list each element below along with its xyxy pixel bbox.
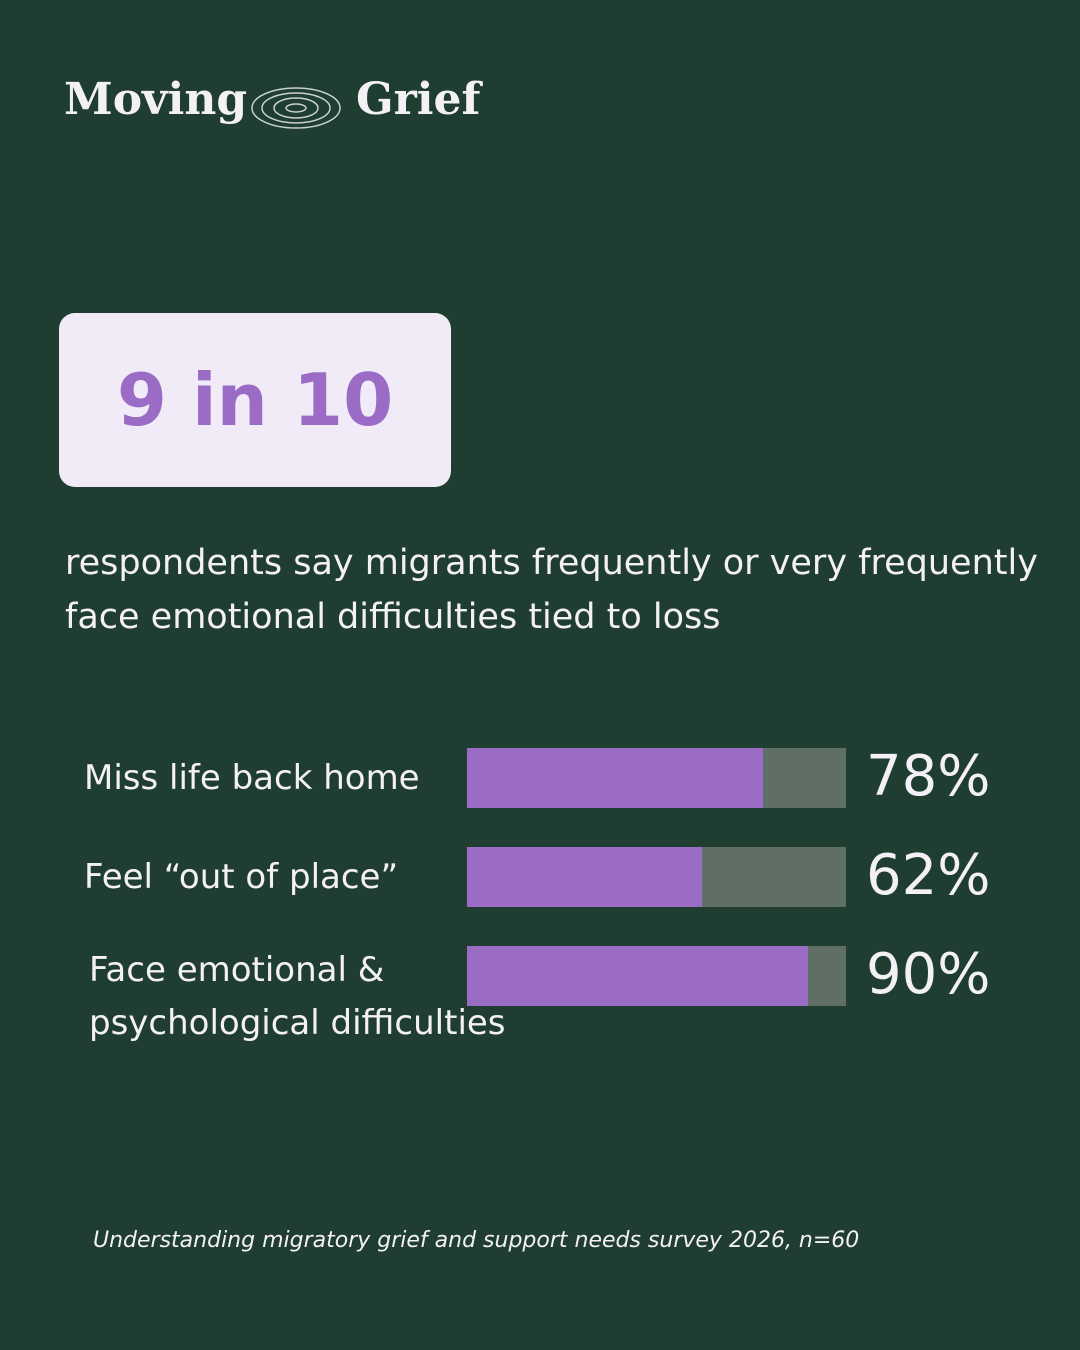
bar bbox=[467, 847, 702, 907]
source: Understanding migratory grief and suppor… bbox=[93, 1228, 860, 1253]
value-label: 90% bbox=[866, 942, 991, 1007]
subtitle: respondents say migrants frequently or v… bbox=[65, 543, 1038, 637]
bar bbox=[467, 748, 763, 808]
value-label: 78% bbox=[866, 744, 991, 809]
category-label: Miss life back home bbox=[84, 758, 420, 798]
headline-box: 9 in 10 bbox=[59, 313, 451, 487]
brand-left: Moving bbox=[64, 74, 248, 125]
category-label: Face emotional & psychological difficult… bbox=[89, 950, 506, 1043]
value-label: 62% bbox=[866, 843, 991, 908]
brand-icon bbox=[251, 87, 341, 129]
category-label: Feel “out of place” bbox=[84, 857, 399, 897]
brand-right: Grief bbox=[356, 74, 481, 125]
headline: 9 in 10 bbox=[116, 358, 394, 442]
bar bbox=[467, 946, 809, 1006]
